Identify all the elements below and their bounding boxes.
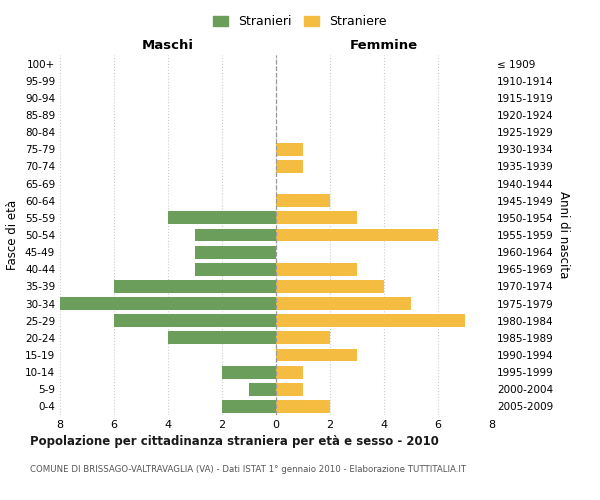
Bar — [249, 383, 276, 396]
Bar — [276, 143, 303, 156]
Bar — [276, 212, 357, 224]
Y-axis label: Fasce di età: Fasce di età — [7, 200, 19, 270]
Bar — [114, 280, 276, 293]
Bar — [60, 297, 276, 310]
Bar — [114, 314, 276, 327]
Y-axis label: Anni di nascita: Anni di nascita — [557, 192, 570, 278]
Bar — [276, 160, 303, 173]
Bar — [195, 228, 276, 241]
Bar — [276, 348, 357, 362]
Text: Femmine: Femmine — [350, 38, 418, 52]
Bar — [276, 194, 330, 207]
Bar — [276, 297, 411, 310]
Bar — [168, 212, 276, 224]
Bar — [195, 246, 276, 258]
Bar — [276, 332, 330, 344]
Bar — [276, 263, 357, 276]
Bar — [168, 332, 276, 344]
Bar — [222, 366, 276, 378]
Bar — [276, 400, 330, 413]
Text: Popolazione per cittadinanza straniera per età e sesso - 2010: Popolazione per cittadinanza straniera p… — [30, 435, 439, 448]
Bar — [195, 263, 276, 276]
Text: COMUNE DI BRISSAGO-VALTRAVAGLIA (VA) - Dati ISTAT 1° gennaio 2010 - Elaborazione: COMUNE DI BRISSAGO-VALTRAVAGLIA (VA) - D… — [30, 465, 466, 474]
Bar — [276, 383, 303, 396]
Bar — [276, 366, 303, 378]
Bar — [276, 280, 384, 293]
Bar — [276, 314, 465, 327]
Text: Maschi: Maschi — [142, 38, 194, 52]
Bar — [276, 228, 438, 241]
Bar — [222, 400, 276, 413]
Legend: Stranieri, Straniere: Stranieri, Straniere — [209, 11, 391, 32]
